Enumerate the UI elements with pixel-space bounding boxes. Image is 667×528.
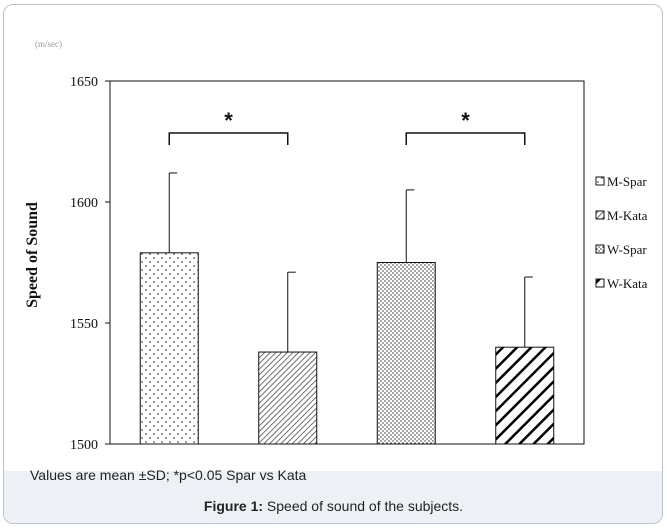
bars [139, 252, 555, 445]
significance-brackets: * * [168, 108, 526, 145]
unit-label: (m/sec) [35, 39, 62, 49]
legend-swatch-w-kata [595, 278, 605, 288]
y-tick-label: 1550 [70, 317, 98, 332]
figure-caption-bar [4, 471, 662, 523]
legend-swatch-w-spar [595, 244, 605, 254]
bar-w-kata [495, 346, 555, 445]
bar-m-spar [139, 252, 199, 445]
significance-bracket [168, 132, 289, 145]
significance-label: * [224, 108, 233, 133]
figure-caption-label: Figure 1: [203, 498, 264, 514]
figure-note: Values are mean ±SD; *p<0.05 Spar vs Kat… [30, 467, 307, 483]
legend: M-Spar M-Kata W-Spar W-Kata [595, 174, 648, 291]
y-axis-ticks: 1500 1550 1600 1650 [70, 75, 110, 453]
plot-frame [109, 80, 585, 445]
figure-card [3, 4, 663, 524]
bar-w-spar [376, 262, 436, 445]
y-tick-label: 1650 [70, 75, 98, 90]
bar-chart: (m/sec) Speed of Sound 1500155016001650 … [24, 39, 648, 453]
significance-bracket [405, 132, 526, 145]
figure-caption: Figure 1: Speed of sound of the subjects… [0, 498, 667, 514]
significance-label: * [461, 108, 470, 133]
bar-m-kata [258, 351, 318, 445]
y-tick-label: 1500 [70, 438, 98, 453]
legend-label-w-kata: W-Kata [607, 276, 648, 291]
error-bars [168, 172, 533, 353]
legend-swatch-m-kata [595, 210, 605, 220]
figure-caption-text: Speed of sound of the subjects. [263, 498, 464, 514]
legend-label-w-spar: W-Spar [607, 242, 647, 257]
legend-swatch-m-spar [595, 176, 605, 186]
y-axis-title: Speed of Sound [24, 202, 41, 308]
y-tick-label: 1600 [70, 196, 98, 211]
legend-label-m-spar: M-Spar [607, 174, 647, 189]
legend-label-m-kata: M-Kata [607, 208, 648, 223]
